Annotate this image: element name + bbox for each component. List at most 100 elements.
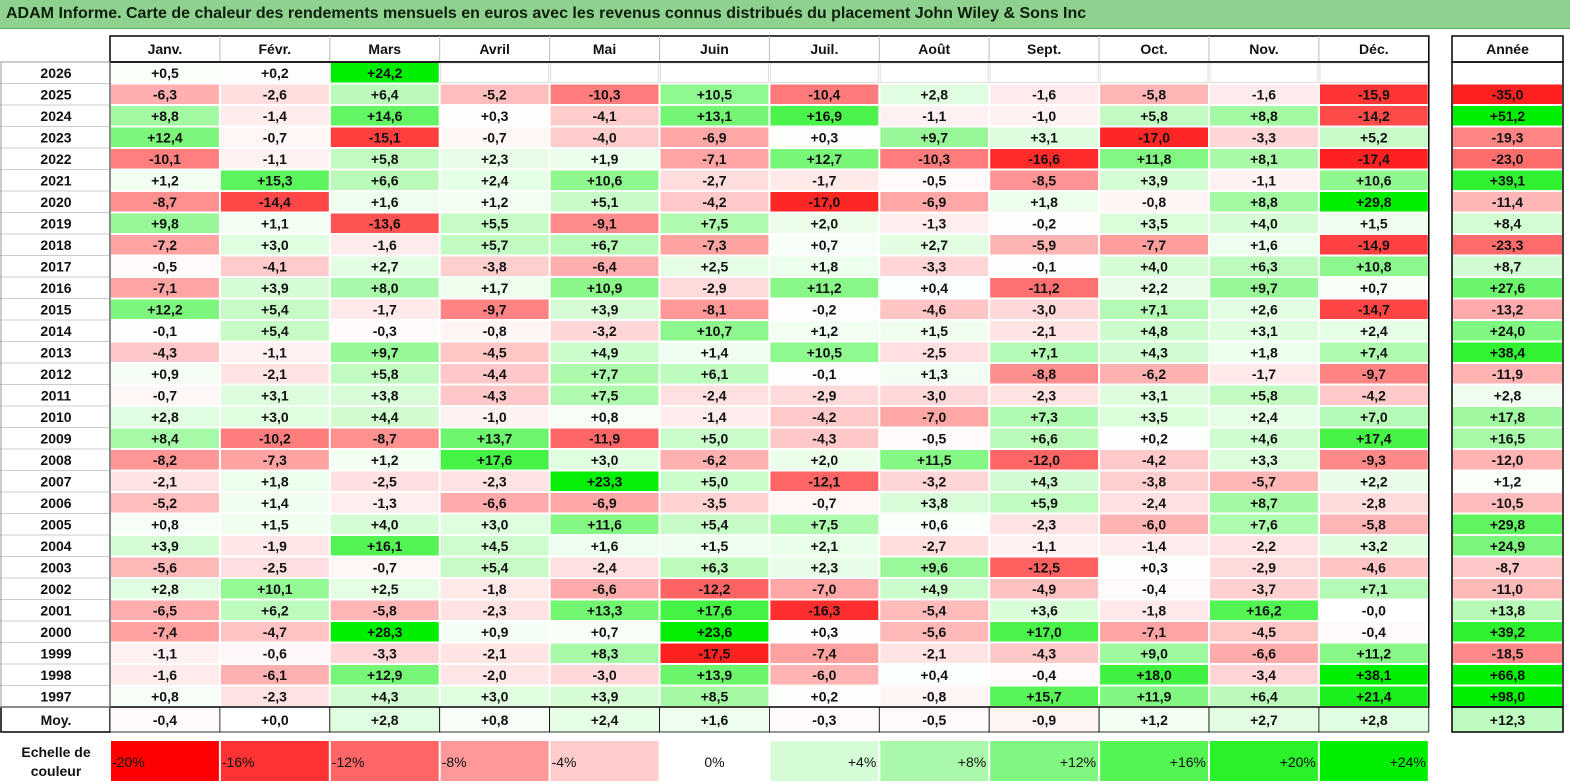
cell-value: -3,7 [1252, 581, 1276, 597]
cell-value: -1,3 [373, 495, 397, 511]
heatmap-cell [330, 385, 439, 405]
heatmap-cell [1210, 278, 1318, 298]
heatmap-cell [220, 536, 329, 556]
heatmap-cell [1100, 665, 1208, 685]
heatmap-cell [1100, 278, 1208, 298]
heatmap-cell [770, 127, 879, 147]
cell-value: -8,5 [1032, 173, 1056, 189]
month-header: Oct. [1140, 41, 1167, 57]
cell-value: +11,2 [807, 280, 842, 296]
heatmap-cell [111, 342, 219, 362]
cell-value: +1,6 [371, 194, 399, 210]
annual-cell [1453, 235, 1562, 255]
heatmap-cell [1210, 643, 1318, 663]
cell-value: +23,3 [587, 474, 623, 490]
cell-value: -4,7 [263, 624, 287, 640]
cell-value: +13,3 [587, 603, 623, 619]
cell-value: +14,6 [367, 108, 403, 124]
cell-value: +3,0 [591, 452, 619, 468]
heatmap-cell [550, 385, 659, 405]
heatmap-cell [1210, 256, 1318, 276]
heatmap-cell [660, 84, 769, 104]
cell-value: -1,6 [153, 667, 177, 683]
heatmap-cell [880, 407, 989, 427]
cell-value: -9,7 [483, 302, 507, 318]
cell-value: -8,7 [153, 194, 177, 210]
heatmap-cell [330, 407, 439, 427]
annual-value: +51,2 [1490, 108, 1526, 124]
heatmap-cell [1100, 127, 1208, 147]
heatmap-cell [990, 643, 1099, 663]
heatmap-cell [770, 428, 879, 448]
heatmap-cell [550, 235, 659, 255]
cell-value: -1,7 [812, 173, 836, 189]
heatmap-cell [220, 342, 329, 362]
heatmap-cell [1100, 579, 1208, 599]
heatmap-cell [1319, 665, 1428, 685]
cell-value: +7,0 [1360, 409, 1388, 425]
cell-value: -0,4 [1142, 581, 1166, 597]
heatmap-cell [330, 686, 439, 706]
cell-value: +8,5 [701, 689, 729, 705]
cell-value: +1,1 [261, 216, 289, 232]
row-year-label: 2009 [40, 431, 71, 447]
cell-value: +3,9 [1140, 173, 1168, 189]
month-header: Avril [479, 41, 510, 57]
heatmap-cell [1100, 514, 1208, 534]
heatmap-cell [330, 106, 439, 126]
cell-value: +4,0 [1250, 216, 1278, 232]
heatmap-cell [550, 665, 659, 685]
cell-value: +7,1 [1030, 345, 1058, 361]
average-value: +2,7 [1250, 712, 1278, 728]
cell-value: +2,4 [481, 173, 509, 189]
cell-value: +1,2 [371, 452, 399, 468]
cell-value: -4,2 [702, 194, 726, 210]
heatmap-cell [550, 127, 659, 147]
cell-value: -0,7 [812, 495, 836, 511]
cell-value: -3,0 [922, 388, 946, 404]
annual-cell [1453, 493, 1562, 513]
heatmap-cell [990, 170, 1099, 190]
color-scale-swatch [1210, 741, 1318, 781]
cell-value: -1,6 [1032, 87, 1056, 103]
heatmap-cell [220, 407, 329, 427]
cell-value: -2,5 [263, 560, 287, 576]
row-year-label: 2000 [40, 624, 71, 640]
heatmap-cell [660, 622, 769, 642]
cell-value: -14,2 [1358, 108, 1390, 124]
heatmap-cell [770, 213, 879, 233]
cell-value: +10,5 [697, 87, 733, 103]
heatmap-cell [660, 106, 769, 126]
cell-value: -0,7 [153, 388, 177, 404]
heatmap-cell [770, 536, 879, 556]
heatmap-cell [880, 643, 989, 663]
cell-value: -0,6 [263, 646, 287, 662]
annual-value: +16,5 [1490, 431, 1526, 447]
heatmap-cell [550, 579, 659, 599]
color-scale-stop: -16% [222, 754, 255, 770]
heatmap-cell [660, 127, 769, 147]
cell-value: +1,8 [261, 474, 289, 490]
annual-cell [1453, 170, 1562, 190]
cell-value: +7,6 [1250, 517, 1278, 533]
heatmap-cell [880, 557, 989, 577]
heatmap-cell [550, 62, 659, 83]
heatmap-cell [880, 342, 989, 362]
cell-value: -9,3 [1362, 452, 1386, 468]
cell-value: -4,5 [483, 345, 507, 361]
cell-value: -15,9 [1358, 87, 1390, 103]
cell-value: +0,2 [261, 65, 289, 81]
heatmap-cell [1100, 471, 1208, 491]
cell-value: +1,5 [701, 538, 729, 554]
heatmap-cell [111, 149, 219, 169]
average-cell [329, 706, 441, 733]
cell-value: -4,1 [263, 259, 287, 275]
month-header: Mai [593, 41, 616, 57]
heatmap-cell [660, 170, 769, 190]
cell-value: +2,8 [920, 87, 948, 103]
cell-value: +4,5 [481, 538, 509, 554]
cell-value: -2,1 [153, 474, 177, 490]
heatmap-cell [769, 62, 879, 83]
cell-value: +10,7 [697, 323, 733, 339]
cell-value: +0,7 [591, 624, 619, 640]
